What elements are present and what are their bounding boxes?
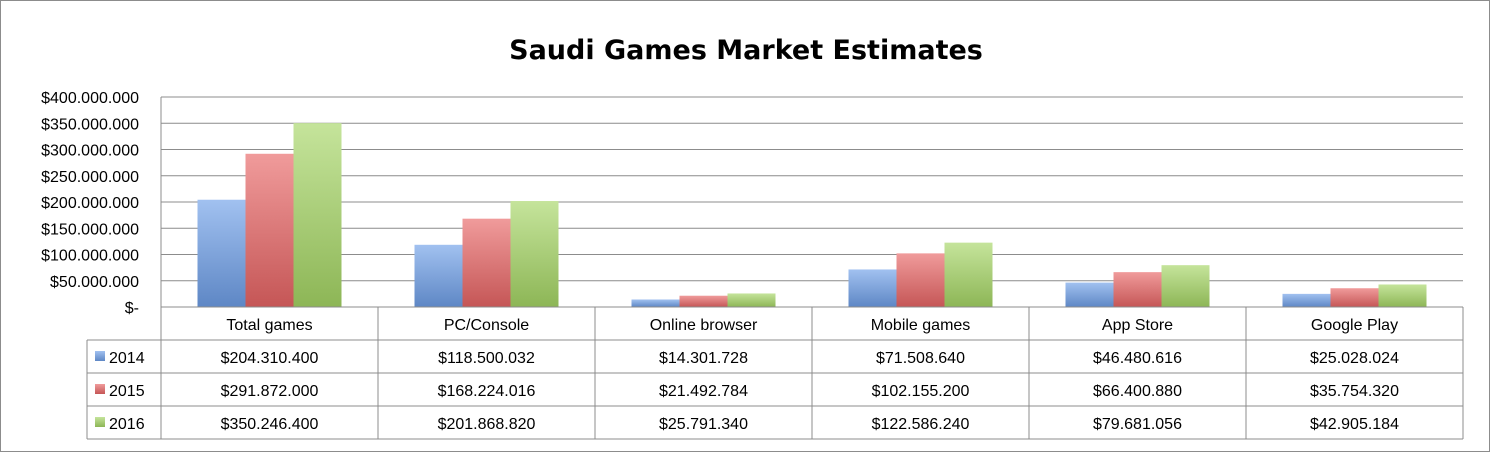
category-label: Mobile games [871, 317, 971, 334]
bar-2014-1 [414, 244, 463, 307]
bars [197, 123, 1427, 308]
data-table: Total games PC/Console Online browser Mobil… [86, 306, 1464, 440]
data-table-value: $66.400.880 [1093, 383, 1182, 400]
legend-label: 2014 [109, 350, 145, 367]
data-table-value: $14.301.728 [659, 350, 748, 367]
data-table-value: $291.872.000 [221, 383, 319, 400]
y-tick-label: $300.000.000 [41, 143, 139, 160]
category-label: Google Play [1311, 317, 1398, 334]
bar-2015-1 [462, 218, 511, 307]
bar-2015-0 [245, 153, 294, 307]
bar-2014-0 [197, 199, 246, 307]
bar-2016-4 [1161, 265, 1210, 307]
category-label: Total games [226, 317, 312, 334]
bar-2014-3 [848, 269, 897, 307]
legend-label: 2015 [109, 383, 145, 400]
gridlines [161, 96, 1463, 308]
y-tick-label: $100.000.000 [41, 248, 139, 265]
bar-2015-2 [679, 295, 728, 307]
category-label: App Store [1102, 317, 1173, 334]
bar-2015-4 [1113, 272, 1162, 307]
legend-swatch-2016 [95, 417, 105, 427]
bar-2014-5 [1282, 293, 1331, 307]
y-axis: $- $50.000.000 $100.000.000 $150.000.000 $20… [41, 90, 162, 317]
bar-2016-3 [944, 242, 993, 307]
bar-2015-3 [896, 253, 945, 307]
y-tick-label: $200.000.000 [41, 195, 139, 212]
y-tick-label: $350.000.000 [41, 116, 139, 133]
y-tick-label: $150.000.000 [41, 221, 139, 238]
bar-2014-4 [1065, 282, 1114, 307]
bar-2014-2 [631, 299, 680, 307]
data-table-value: $201.868.820 [438, 416, 536, 433]
data-table-value: $350.246.400 [221, 416, 319, 433]
data-table-value: $79.681.056 [1093, 416, 1182, 433]
y-tick-label: $400.000.000 [41, 90, 139, 107]
legend-label: 2016 [109, 416, 145, 433]
legend-swatch-2015 [95, 384, 105, 394]
data-table-value: $168.224.016 [438, 383, 536, 400]
category-label: Online browser [650, 317, 758, 334]
bar-2016-2 [727, 293, 776, 307]
data-table-value: $118.500.032 [438, 350, 535, 367]
data-table-value: $71.508.640 [876, 350, 965, 367]
bar-2015-5 [1330, 288, 1379, 307]
data-table-value: $25.028.024 [1310, 350, 1399, 367]
legend-swatch-2014 [95, 351, 105, 361]
y-tick-label: $50.000.000 [50, 274, 139, 291]
data-table-value: $42.905.184 [1310, 416, 1399, 433]
bar-2016-1 [510, 201, 559, 307]
y-tick-label: $250.000.000 [41, 169, 139, 186]
data-table-value: $21.492.784 [659, 383, 748, 400]
data-table-value: $46.480.616 [1093, 350, 1182, 367]
data-table-value: $204.310.400 [221, 350, 319, 367]
y-tick-label: $- [125, 300, 139, 317]
data-table-value: $122.586.240 [872, 416, 970, 433]
chart-title: Saudi Games Market Estimates [509, 35, 983, 66]
data-table-value: $25.791.340 [659, 416, 748, 433]
data-table-value: $35.754.320 [1310, 383, 1399, 400]
category-label: PC/Console [444, 317, 529, 334]
data-table-value: $102.155.200 [872, 383, 970, 400]
bar-2016-0 [293, 123, 342, 308]
bar-2016-5 [1378, 284, 1427, 307]
